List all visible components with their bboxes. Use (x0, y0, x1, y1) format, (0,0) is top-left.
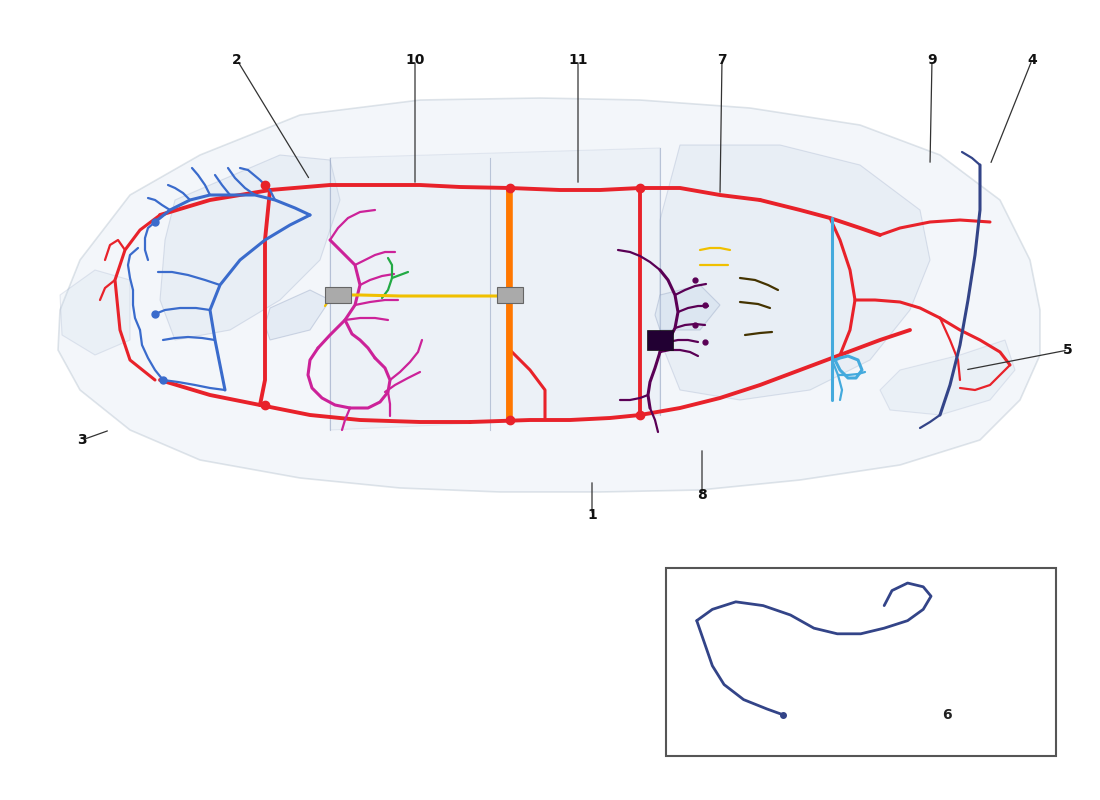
PathPatch shape (265, 290, 330, 340)
Text: 10: 10 (405, 53, 425, 67)
Text: 3: 3 (77, 433, 87, 447)
PathPatch shape (654, 285, 720, 330)
Text: 2: 2 (232, 53, 242, 67)
Text: 11: 11 (569, 53, 587, 67)
Text: 6: 6 (942, 708, 952, 722)
PathPatch shape (58, 98, 1040, 492)
Text: 1: 1 (587, 508, 597, 522)
PathPatch shape (660, 145, 930, 400)
Text: 5: 5 (1063, 343, 1072, 357)
Text: 7: 7 (717, 53, 727, 67)
Bar (324, 287, 351, 303)
PathPatch shape (330, 148, 660, 430)
PathPatch shape (160, 155, 340, 340)
Bar (647, 330, 673, 350)
Text: 8: 8 (697, 488, 707, 502)
Text: 4: 4 (1027, 53, 1037, 67)
PathPatch shape (60, 270, 130, 355)
Text: 6: 6 (850, 618, 860, 632)
Text: 9: 9 (927, 53, 937, 67)
Bar (497, 287, 524, 303)
FancyBboxPatch shape (666, 568, 1056, 756)
PathPatch shape (880, 340, 1015, 415)
